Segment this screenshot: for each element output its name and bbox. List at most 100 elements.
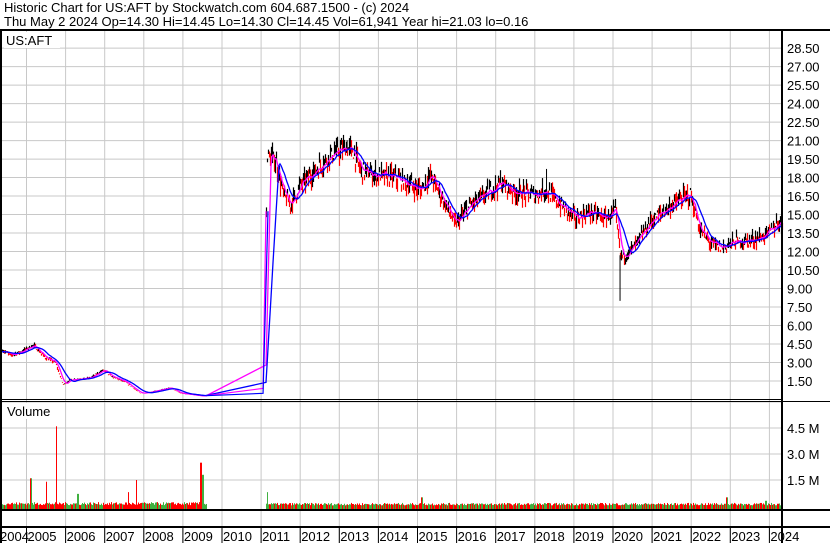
volume-bar [163, 502, 164, 509]
volume-bar [283, 503, 284, 509]
volume-bar [63, 503, 64, 509]
volume-bar [286, 503, 287, 509]
volume-bar [271, 503, 272, 509]
volume-bar [654, 504, 655, 509]
volume-bar [650, 504, 651, 509]
volume-bar [765, 500, 766, 509]
volume-bar [564, 504, 565, 509]
volume-bar [471, 503, 472, 509]
price-tick-label: 15.00 [787, 208, 820, 223]
volume-bar [85, 504, 86, 509]
volume-bar [321, 503, 322, 509]
volume-bar [306, 503, 307, 509]
volume-bar [37, 502, 38, 509]
volume-bar [611, 504, 612, 509]
volume-bar [751, 505, 752, 509]
volume-bar [688, 502, 689, 509]
volume-bar [46, 481, 47, 509]
volume-bar [465, 505, 466, 509]
volume-bar [28, 503, 29, 509]
volume-bar [175, 503, 176, 509]
volume-bar [419, 503, 420, 509]
volume-bar [102, 505, 103, 509]
volume-bar [420, 503, 421, 509]
volume-bar [26, 505, 27, 509]
volume-bar [423, 503, 424, 509]
volume-bar [67, 503, 68, 509]
volume-bar [445, 504, 446, 509]
volume-bar [82, 503, 83, 509]
volume-bar [458, 505, 459, 509]
gap-line-short [205, 211, 267, 397]
volume-bar [281, 503, 282, 509]
volume-bar [514, 504, 515, 509]
volume-bar [141, 502, 142, 509]
volume-bar [297, 503, 298, 509]
volume-bar [690, 503, 691, 509]
volume-bar [65, 502, 66, 509]
volume-bar [608, 505, 609, 509]
volume-bar [365, 503, 366, 509]
volume-bar [274, 503, 275, 509]
volume-bar [528, 503, 529, 509]
volume-bar [179, 503, 180, 509]
year-label: 2014 [379, 529, 408, 543]
volume-bar [459, 505, 460, 509]
volume-bar [728, 504, 729, 509]
volume-bar [424, 503, 425, 509]
volume-bar [184, 502, 185, 509]
volume-bar [697, 504, 698, 509]
volume-bar [7, 503, 8, 509]
volume-bar [707, 505, 708, 509]
volume-bar [702, 503, 703, 509]
volume-bar [21, 503, 22, 509]
volume-bar [488, 504, 489, 509]
volume-bar [312, 503, 313, 509]
volume-bar [124, 504, 125, 509]
volume-bar [739, 504, 740, 509]
price-tick-label: 22.50 [787, 115, 820, 130]
volume-bar [563, 503, 564, 509]
volume-bar [159, 505, 160, 509]
volume-bar [501, 503, 502, 509]
volume-bar [317, 504, 318, 509]
volume-bar [105, 504, 106, 509]
volume-bar [131, 504, 132, 509]
volume-bar [684, 504, 685, 509]
price-tick-label: 19.50 [787, 152, 820, 167]
volume-bar [268, 504, 269, 509]
volume-bar [480, 504, 481, 509]
volume-bar [660, 503, 661, 509]
volume-bar [395, 504, 396, 509]
volume-bar [295, 504, 296, 509]
volume-bar [15, 503, 16, 509]
volume-bar [474, 504, 475, 509]
volume-bar [359, 503, 360, 509]
volume-bar [150, 503, 151, 509]
year-label: 2018 [536, 529, 565, 543]
volume-bar [411, 504, 412, 509]
volume-bar [591, 502, 592, 509]
volume-bar [23, 503, 24, 509]
volume-bar [494, 504, 495, 509]
volume-bar [532, 504, 533, 509]
volume-bar [168, 502, 169, 509]
volume-bar [689, 505, 690, 509]
volume-bar [83, 503, 84, 509]
volume-bar [533, 503, 534, 509]
volume-bar [662, 503, 663, 509]
volume-bar [333, 505, 334, 509]
volume-bar [747, 504, 748, 509]
volume-bar [169, 503, 170, 509]
volume-bar [44, 504, 45, 509]
volume-bar [706, 505, 707, 509]
volume-bar [603, 504, 604, 509]
volume-bar [691, 503, 692, 509]
year-label: 2013 [340, 529, 369, 543]
volume-bar [647, 504, 648, 509]
volume-bar [593, 503, 594, 509]
volume-bar [29, 504, 30, 509]
volume-bar [758, 503, 759, 509]
volume-bar [629, 504, 630, 509]
volume-bar [266, 503, 267, 509]
